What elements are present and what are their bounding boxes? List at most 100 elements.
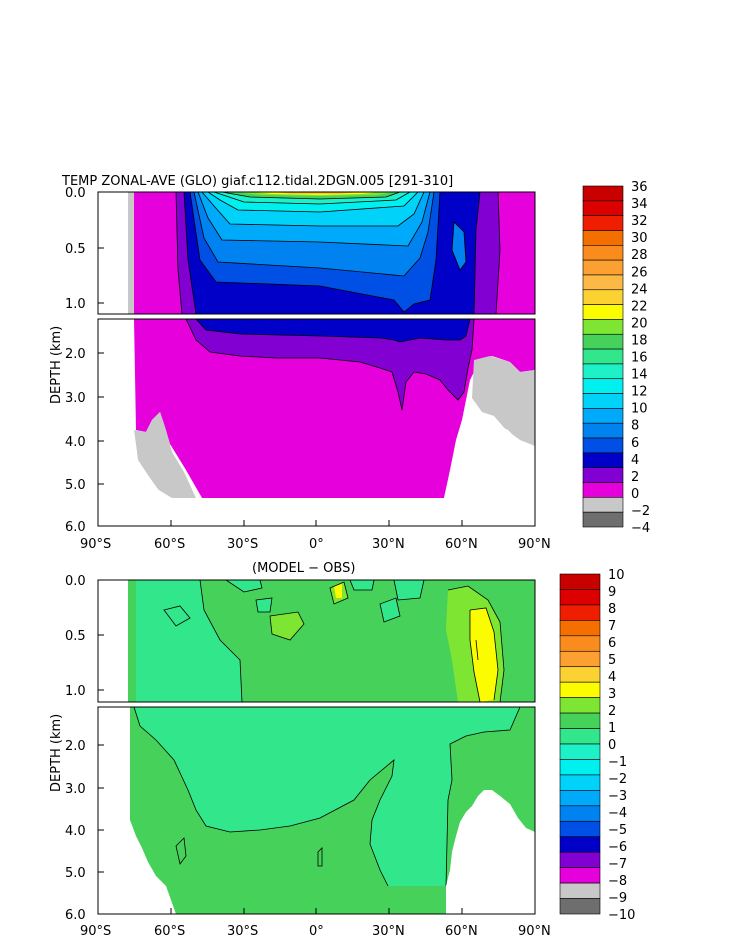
diff-colorbar-label: 5 [608,653,616,668]
diff-colorbar-swatch [559,573,601,590]
diff-colorbar-swatch [559,728,601,745]
temp-xtick-1: 60°S [154,537,185,552]
diff-colorbar-swatch [559,681,601,698]
temp-xtick-4: 30°N [372,537,405,552]
diff-colorbar-swatch [559,790,601,807]
diff-colorbar-label: −4 [608,806,627,821]
diff-ytick-3: 2.0 [65,739,86,754]
diff-colorbar-label: −5 [608,823,627,838]
diff-xtick-3: 0° [309,924,324,939]
temp-ytick-3: 2.0 [65,347,86,362]
temp-colorbar-label: 16 [631,351,648,366]
diff-band-neg1-0-d [256,598,272,612]
temp-colorbar-swatch [582,319,624,335]
temp-colorbar-label: 36 [631,180,648,195]
temp-ytick-6: 5.0 [65,478,86,493]
diff-colorbar-label: −3 [608,789,627,804]
diff-colorbar-label: 0 [608,738,616,753]
diff-lower-mask [98,707,535,914]
temp-ytick-2: 1.0 [65,297,86,312]
temp-colorbar-swatch [582,437,624,454]
temp-colorbar-label: 8 [631,419,639,434]
temp-colorbar-label: 6 [631,436,639,451]
temp-ytick-5: 4.0 [65,435,86,450]
temp-upper-contours [175,192,501,314]
diff-ylabel: DEPTH (km) [49,714,64,792]
temp-upper-field [98,192,535,314]
temp-xtick-2: 30°S [227,537,258,552]
diff-colorbar-label: −7 [608,857,627,872]
temp-colorbar-label: 24 [631,282,648,297]
temp-colorbar-label: 10 [631,402,648,417]
diff-colorbar-label: −10 [608,908,635,923]
diff-colorbar-swatch [559,743,601,760]
diff-ytick-0: 0.0 [65,574,86,589]
temp-colorbar-swatch [582,200,624,216]
diff-colorbar-label: −8 [608,874,627,889]
temp-colorbar-swatch [582,497,624,513]
temp-colorbar-swatch [582,363,624,380]
diff-colorbar-swatch [559,650,601,668]
diff-band-2-3-small [334,584,342,598]
diff-colorbar-label: −6 [608,840,627,855]
temp-colorbar-swatch [582,348,624,365]
temp-colorbar-label: 0 [631,487,639,502]
diff-colorbar-label: 9 [608,585,616,600]
diff-ytick-7: 6.0 [65,908,86,923]
temp-colorbar-swatch [582,215,624,231]
temp-upper-frame [97,191,536,315]
temp-colorbar-label: 4 [631,453,639,468]
diff-colorbar-swatch [559,589,601,606]
temp-colorbar-swatch [582,304,624,320]
temp-colorbar-swatch [582,333,624,350]
temp-colorbar-label: 2 [631,470,639,485]
diff-colorbar-swatch [559,604,601,621]
temp-colorbar-label: 20 [631,316,648,331]
diff-ytick-5: 4.0 [65,824,86,839]
diff-colorbar-label: −1 [608,755,627,770]
temp-colorbar-label: 12 [631,385,648,400]
diff-ytick-6: 5.0 [65,866,86,881]
diff-xtick-4: 30°N [372,924,405,939]
diff-band-neg1-0-c [226,580,262,592]
temp-colorbar-swatch [582,467,624,483]
temp-ytick-0: 0.0 [65,186,86,201]
diff-colorbar-label: 10 [608,568,625,583]
temp-title: TEMP ZONAL-AVE (GLO) giaf.c112.tidal.2DG… [61,174,453,189]
temp-lower-land-north [472,356,535,446]
temp-colorbar-swatch [582,511,624,528]
diff-colorbar-label: 7 [608,619,616,634]
temp-ytick-7: 6.0 [65,520,86,535]
temp-ytick-4: 3.0 [65,391,86,406]
diff-colorbar-swatch [559,820,601,838]
diff-ytick-4: 3.0 [65,782,86,797]
diff-band-neg1-0-e [350,580,374,590]
diff-upper-field [98,580,535,702]
diff-colorbar-swatch [559,898,601,915]
diff-colorbar-label: −2 [608,772,627,787]
temp-ylabel: DEPTH (km) [49,326,64,404]
diff-colorbar-label: 2 [608,704,616,719]
temp-colorbar-label: 28 [631,248,648,263]
diff-ytick-2: 1.0 [65,684,86,699]
temp-colorbar-swatch [582,289,624,305]
diff-colorbar-swatch [559,882,601,899]
diff-colorbar-label: 3 [608,687,616,702]
diff-band-neg1-0 [136,580,242,702]
temp-x-axis [97,520,536,526]
diff-colorbar-label: 1 [608,721,616,736]
temp-colorbar-swatch [582,259,624,276]
temp-colorbar-swatch [582,274,624,291]
temp-colorbar-label: −4 [631,521,650,536]
temp-lower-field [98,319,535,526]
diff-colorbar-label: 6 [608,636,616,651]
temp-colorbar-label: 34 [631,197,648,212]
temp-y-axis [98,191,104,485]
diff-upper-contours [163,580,505,702]
diff-x-axis [97,908,536,914]
diff-colorbar-label: 8 [608,602,616,617]
diff-upper-frame [97,579,536,703]
diff-lower-contours [133,707,521,887]
